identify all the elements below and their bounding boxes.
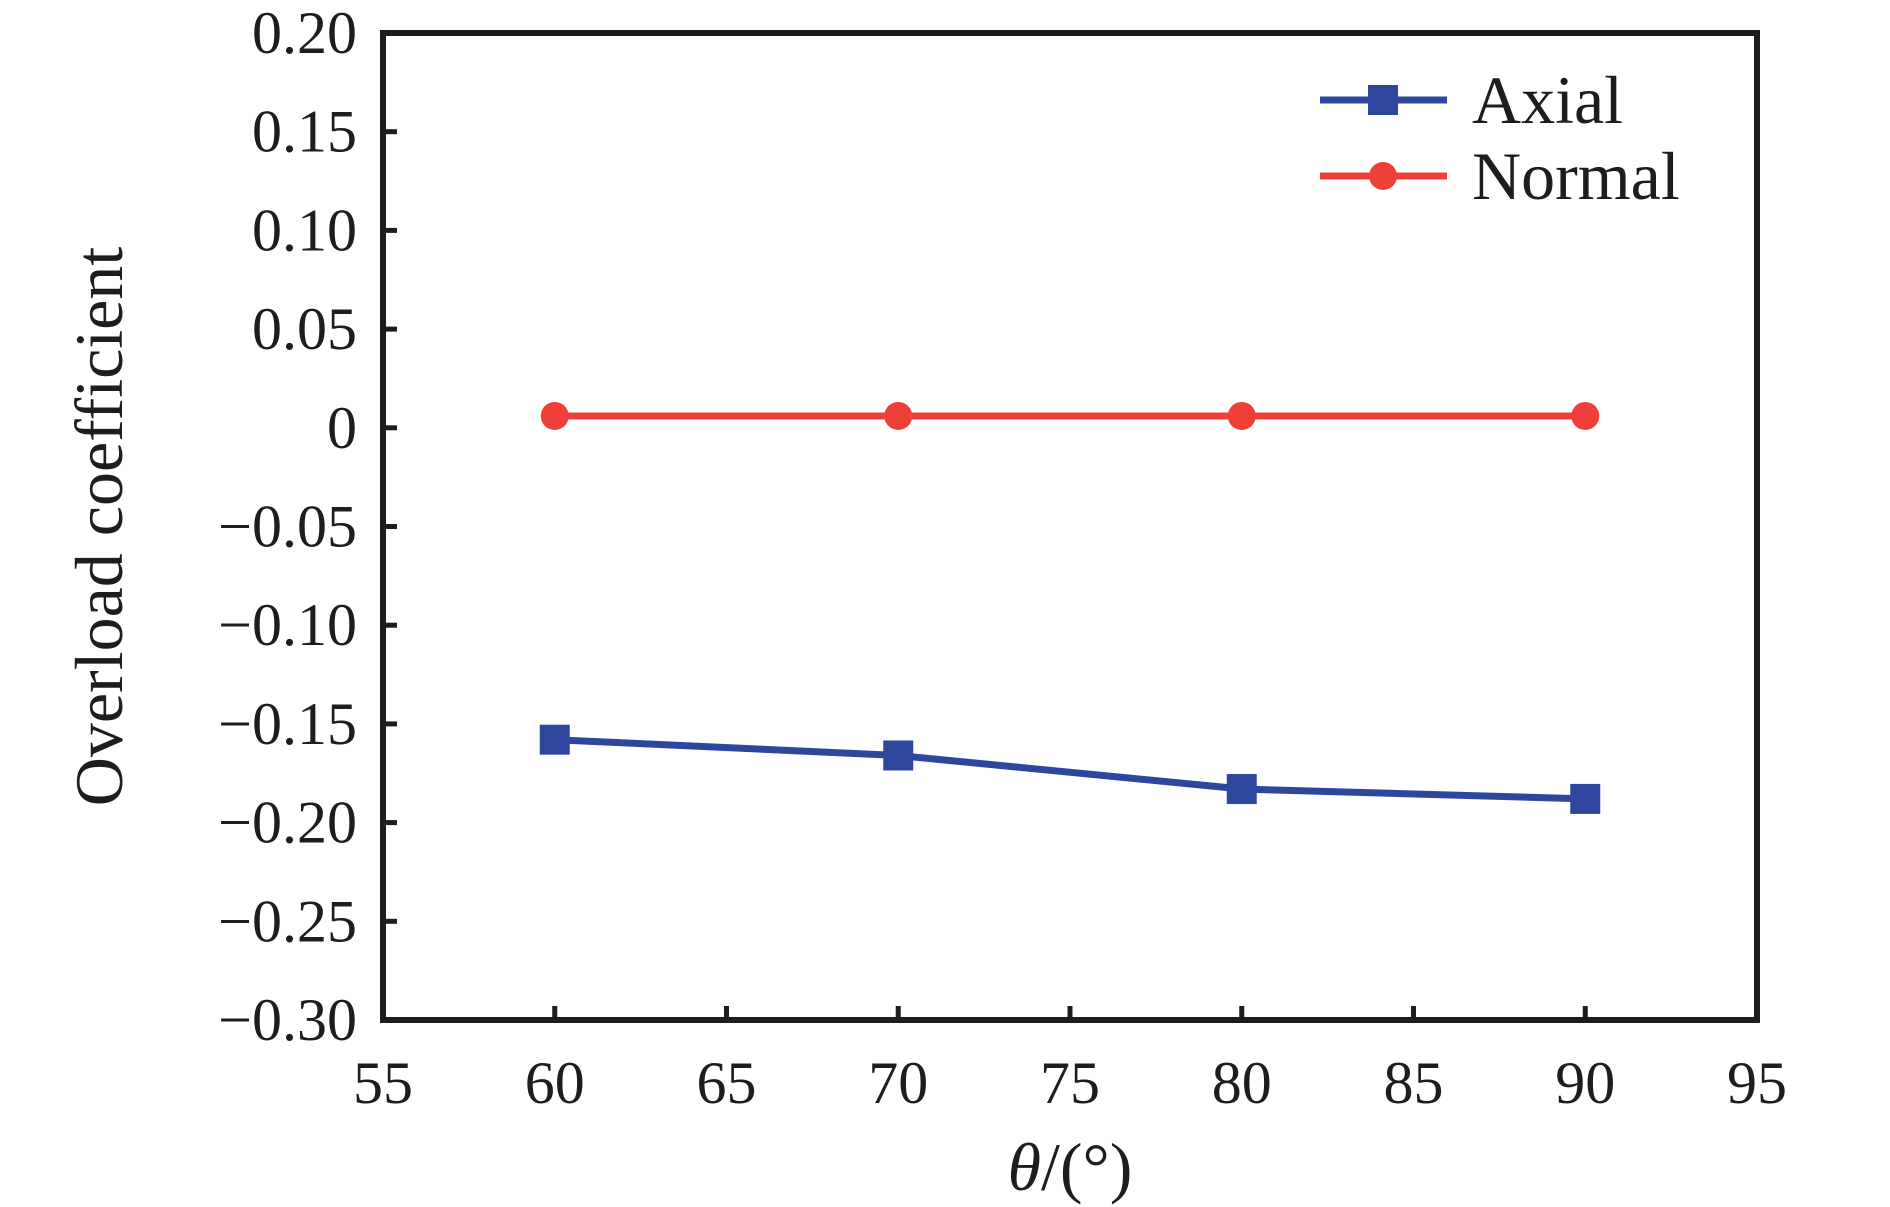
y-tick-label: 0.05 bbox=[252, 296, 357, 362]
axial-marker bbox=[883, 740, 914, 771]
axial-marker bbox=[1570, 783, 1601, 814]
y-tick-label: 0.20 bbox=[252, 0, 357, 66]
axial-marker bbox=[539, 724, 570, 755]
legend-normal-marker bbox=[1369, 162, 1397, 190]
y-tick-label: −0.20 bbox=[218, 790, 357, 856]
normal-marker bbox=[884, 401, 913, 430]
x-tick-label: 60 bbox=[525, 1050, 585, 1116]
x-axis-title-symbol: θ bbox=[1008, 1129, 1041, 1205]
normal-marker bbox=[540, 401, 569, 430]
x-tick-label: 95 bbox=[1727, 1050, 1787, 1116]
x-tick-label: 65 bbox=[697, 1050, 757, 1116]
x-axis-title: θ/(°) bbox=[1008, 1129, 1133, 1205]
x-tick-label: 90 bbox=[1555, 1050, 1615, 1116]
x-tick-label: 85 bbox=[1384, 1050, 1444, 1116]
y-tick-label: −0.25 bbox=[218, 888, 357, 954]
x-axis-title-units: /(°) bbox=[1041, 1129, 1132, 1205]
y-axis-title: Overload coefficient bbox=[61, 247, 137, 807]
y-tick-label: −0.30 bbox=[218, 987, 357, 1053]
y-tick-label: −0.10 bbox=[218, 592, 357, 658]
legend-axial-marker bbox=[1368, 85, 1398, 115]
normal-marker bbox=[1227, 401, 1256, 430]
legend-axial-label: Axial bbox=[1472, 62, 1623, 138]
y-tick-label: 0 bbox=[327, 395, 357, 461]
y-tick-label: 0.10 bbox=[252, 197, 357, 263]
x-tick-label: 55 bbox=[353, 1050, 413, 1116]
legend-normal-label: Normal bbox=[1472, 138, 1680, 214]
y-tick-label: −0.05 bbox=[218, 494, 357, 560]
x-tick-label: 80 bbox=[1212, 1050, 1272, 1116]
normal-marker bbox=[1571, 401, 1600, 430]
x-tick-label: 75 bbox=[1040, 1050, 1100, 1116]
axial-marker bbox=[1226, 774, 1257, 805]
y-tick-label: −0.15 bbox=[218, 691, 357, 757]
x-tick-label: 70 bbox=[868, 1050, 928, 1116]
y-tick-label: 0.15 bbox=[252, 99, 357, 165]
axial-line bbox=[554, 736, 1586, 803]
